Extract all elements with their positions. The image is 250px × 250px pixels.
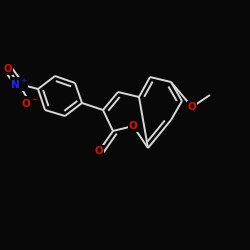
Text: N$^+$: N$^+$ bbox=[10, 78, 28, 90]
Text: O: O bbox=[94, 146, 104, 156]
Text: O: O bbox=[128, 121, 138, 131]
Text: O: O bbox=[4, 64, 13, 74]
Text: O$^-$: O$^-$ bbox=[21, 97, 39, 109]
Text: O: O bbox=[188, 102, 196, 112]
